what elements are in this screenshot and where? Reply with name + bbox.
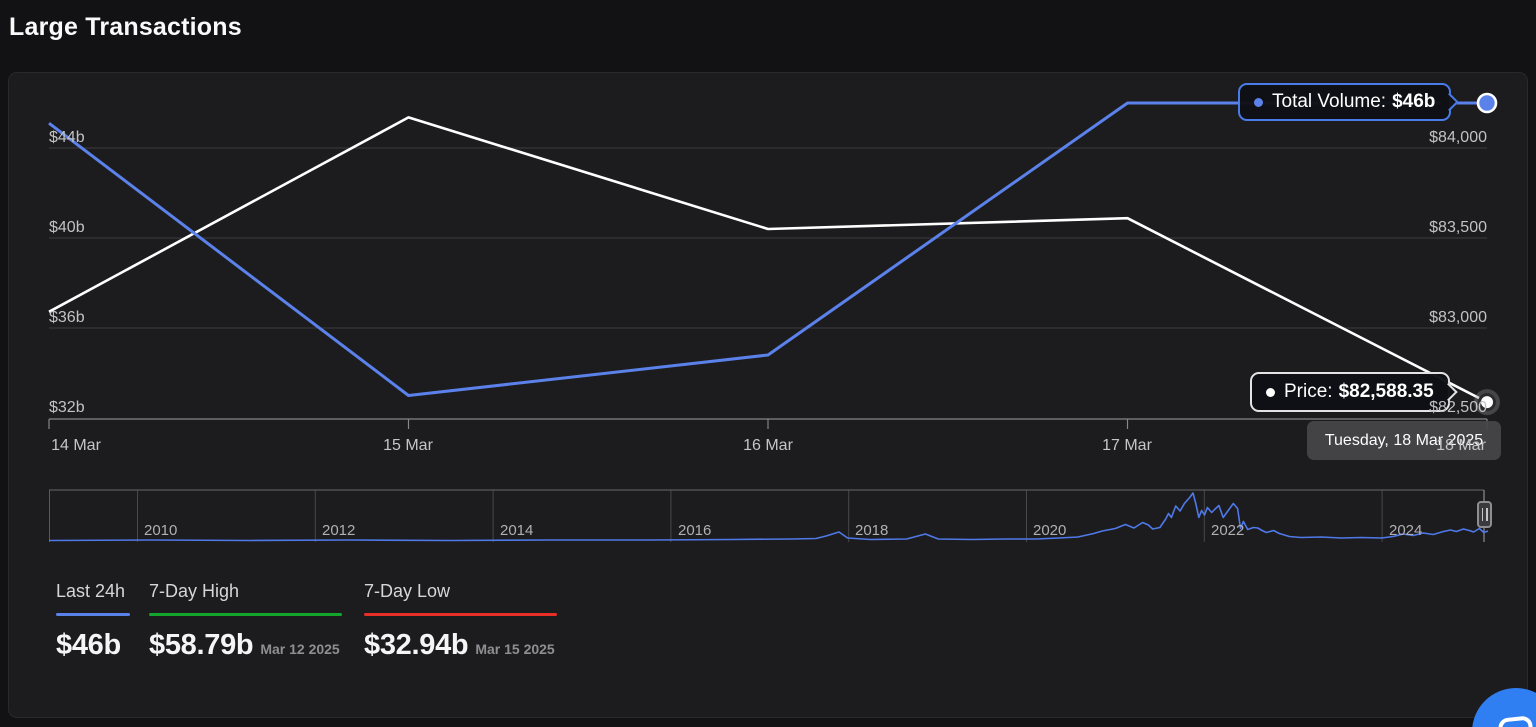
price-marker [1478,393,1496,412]
main-chart[interactable]: $44b $40b $36b $32b $84,000 $83,500 $83,… [9,73,1529,483]
stat-7day-high: 7-Day High $58.79b Mar 12 2025 [149,581,342,662]
x-axis-label: 15 Mar [383,437,433,454]
chat-bubble-icon [1498,716,1534,727]
price-dot-icon [1266,387,1275,397]
navigator-year: 2020 [1033,522,1067,539]
x-axis-label: 14 Mar [51,437,101,454]
stat-underline [364,613,557,616]
right-axis-tick: $83,000 [1429,309,1487,326]
price-line [48,116,1488,404]
main-chart-canvas[interactable] [9,73,1529,483]
navigator-year: 2012 [322,522,356,539]
stat-label: Last 24h [56,581,126,601]
navigator-year: 2014 [500,522,534,539]
stat-date: Mar 15 2025 [475,641,555,657]
total-volume-marker [1476,92,1498,114]
stat-label: 7-Day High [149,581,240,601]
stat-underline [56,613,130,616]
x-axis-label: 18 Mar [1436,437,1486,454]
range-navigator[interactable]: 2010 2012 2014 2016 2018 2020 2022 2024 [49,489,1492,543]
right-axis-tick: $83,500 [1429,219,1487,236]
stat-underline [149,613,342,616]
page-title: Large Transactions [9,13,242,41]
left-axis-tick: $32b [49,399,85,416]
date-tooltip-text: Tuesday, 18 Mar 2025 [1324,431,1484,449]
stat-value: $46b [56,629,121,661]
navigator-year: 2016 [678,522,712,539]
x-axis-label: 16 Mar [743,437,793,454]
stat-last-24h: Last 24h $46b [56,581,130,662]
left-axis-tick: $44b [49,129,85,146]
left-axis-tick: $40b [49,219,85,236]
stat-label: 7-Day Low [364,581,451,601]
volume-tooltip-value: $46b [1392,91,1436,112]
price-tooltip-value: $82,588.35 [1338,381,1434,402]
navigator-sparkline [49,492,1489,542]
volume-tooltip-label: Total Volume: [1272,91,1387,112]
navigator-resize-handle[interactable] [1477,501,1492,528]
right-axis-tick: $82,500 [1429,399,1487,416]
date-tooltip: Tuesday, 18 Mar 2025 [1307,421,1501,460]
stat-value: $58.79b [149,629,254,661]
left-axis-tick: $36b [49,309,85,326]
navigator-canvas[interactable] [49,489,1489,543]
navigator-year: 2022 [1211,522,1245,539]
stat-date: Mar 12 2025 [260,641,340,657]
volume-dot-icon [1254,97,1263,107]
stat-7day-low: 7-Day Low $32.94b Mar 15 2025 [364,581,557,662]
x-axis-label: 17 Mar [1102,437,1152,454]
volume-tooltip: Total Volume: $46b [1238,83,1460,121]
navigator-year: 2010 [144,522,178,539]
price-tooltip-label: Price: [1284,381,1333,402]
price-tooltip: Price: $82,588.35 [1250,372,1458,412]
stat-value: $32.94b [364,629,469,661]
stats-bar: Last 24h $46b 7-Day High $58.79b Mar 12 … [56,581,1456,701]
right-axis-tick: $84,000 [1429,129,1487,146]
chart-panel: $44b $40b $36b $32b $84,000 $83,500 $83,… [8,72,1528,718]
navigator-year: 2024 [1389,522,1423,539]
navigator-year: 2018 [855,522,889,539]
page-header: Large Transactions [9,13,242,42]
total-volume-line [48,101,1487,397]
